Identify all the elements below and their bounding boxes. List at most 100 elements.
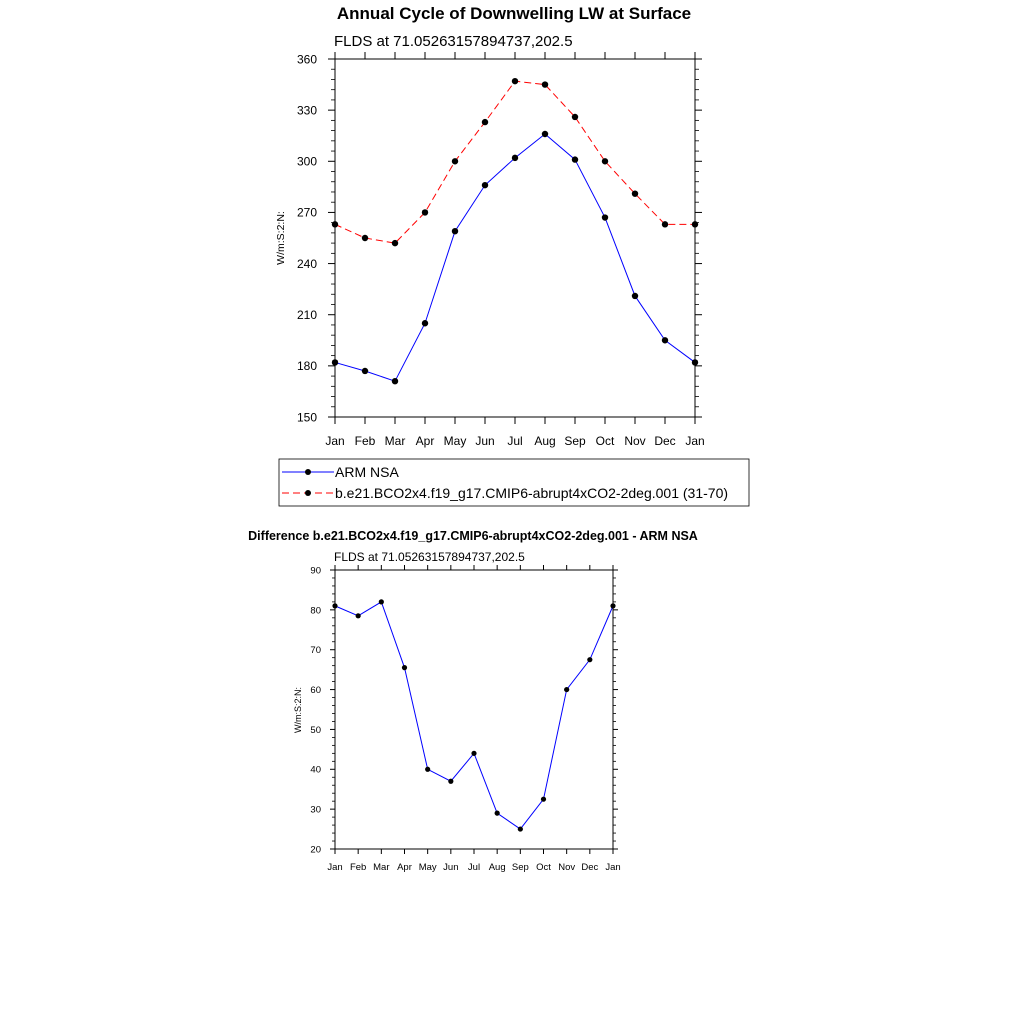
x-tick-label: Jan — [327, 862, 342, 873]
chart1-plot-frame — [334, 58, 696, 418]
series-1-point — [601, 158, 609, 165]
x-tick-label: Apr — [416, 434, 435, 448]
series-line-0 — [334, 601, 614, 830]
y-tick-label: 330 — [297, 103, 317, 117]
y-tick-label: 180 — [297, 359, 317, 373]
series-0-point — [451, 227, 459, 235]
x-tick-label: Dec — [654, 434, 675, 448]
y-tick-label: 270 — [297, 206, 317, 220]
series-0-point — [564, 686, 570, 693]
x-tick-label: Jun — [443, 862, 458, 873]
annual-cycle-chart: Annual Cycle of Downwelling LW at Surfac… — [275, 4, 705, 448]
series-0-point — [494, 810, 500, 816]
y-tick-label: 210 — [297, 308, 317, 322]
x-tick-label: Sep — [512, 862, 529, 873]
x-tick-label: Jun — [475, 434, 494, 448]
series-0-point — [331, 359, 339, 366]
y-tick-label: 20 — [310, 844, 321, 855]
x-tick-label: Jan — [325, 434, 344, 448]
chart1-ylabel: W/m:S:2:N: — [275, 211, 287, 265]
series-1-point — [661, 221, 669, 228]
series-0-point — [540, 796, 547, 802]
series-0-point — [471, 750, 477, 756]
y-tick-label: 70 — [310, 645, 321, 656]
y-tick-label: 50 — [310, 725, 321, 736]
difference-chart: Difference b.e21.BCO2x4.f19_g17.CMIP6-ab… — [248, 529, 698, 873]
y-tick-label: 40 — [310, 765, 321, 776]
series-line-1 — [334, 80, 695, 244]
x-tick-label: Sep — [564, 434, 586, 448]
series-0-point — [391, 378, 399, 385]
x-tick-label: Aug — [489, 862, 506, 873]
x-tick-label: Aug — [534, 434, 555, 448]
x-tick-label: Mar — [373, 862, 389, 873]
x-tick-label: Feb — [350, 862, 366, 873]
series-1-point — [691, 221, 699, 228]
series-0-point — [421, 320, 429, 327]
series-0-point — [610, 603, 616, 609]
y-tick-label: 360 — [297, 52, 317, 66]
series-0-point — [571, 156, 579, 163]
y-tick-label: 80 — [310, 605, 321, 616]
y-tick-label: 60 — [310, 685, 321, 696]
series-1-point — [481, 118, 489, 126]
series-0-point — [361, 367, 369, 375]
x-tick-label: Nov — [624, 434, 645, 448]
x-tick-label: Dec — [581, 862, 598, 873]
y-tick-label: 90 — [310, 565, 321, 576]
chart2-title: Difference b.e21.BCO2x4.f19_g17.CMIP6-ab… — [248, 529, 698, 543]
chart2-plot-frame — [334, 569, 614, 850]
x-tick-label: Apr — [397, 862, 412, 873]
x-tick-label: Nov — [558, 862, 575, 873]
x-tick-label: Oct — [536, 862, 551, 873]
y-tick-label: 240 — [297, 257, 317, 271]
series-1-point — [421, 209, 429, 216]
series-1-point — [631, 190, 639, 197]
series-0-point — [587, 657, 593, 663]
legend-model-label: b.e21.BCO2x4.f19_g17.CMIP6-abrupt4xCO2-2… — [335, 485, 728, 501]
x-tick-label: Mar — [385, 434, 406, 448]
x-tick-label: Jul — [507, 434, 522, 448]
series-0-point — [631, 292, 639, 300]
series-1-point — [511, 77, 519, 85]
x-tick-label: May — [444, 434, 467, 448]
series-0-point — [661, 337, 669, 344]
series-0-point — [541, 130, 549, 138]
series-1-point — [541, 81, 549, 88]
series-0-point — [517, 826, 523, 832]
series-0-point — [448, 778, 454, 784]
series-1-point — [331, 221, 339, 228]
series-line-0 — [334, 133, 696, 382]
series-0-point — [481, 181, 489, 189]
series-1-point — [391, 239, 399, 247]
series-1-point — [451, 158, 459, 165]
series-0-point — [332, 603, 338, 609]
legend-frame — [278, 458, 750, 507]
y-tick-label: 150 — [297, 410, 317, 424]
series-0-point — [511, 154, 519, 162]
series-1-point — [361, 234, 369, 242]
legend-model-marker — [305, 490, 311, 496]
x-tick-label: Oct — [596, 434, 615, 448]
y-tick-label: 300 — [297, 155, 317, 169]
series-0-point — [601, 214, 609, 221]
legend-arm-label: ARM NSA — [335, 464, 399, 480]
chart1-legend: ARM NSA b.e21.BCO2x4.f19_g17.CMIP6-abrup… — [278, 458, 750, 507]
y-tick-label: 30 — [310, 805, 321, 816]
series-0-point — [425, 766, 431, 772]
chart2-ylabel: W/m:S:2:N: — [293, 687, 303, 733]
chart1-title: Annual Cycle of Downwelling LW at Surfac… — [337, 4, 691, 23]
series-1-point — [571, 113, 579, 121]
series-0-point — [355, 613, 361, 619]
x-tick-label: Jan — [685, 434, 704, 448]
series-0-point — [378, 599, 384, 605]
chart1-subtitle: FLDS at 71.05263157894737,202.5 — [334, 33, 573, 50]
legend-arm-marker — [305, 469, 311, 475]
series-0-point — [401, 665, 408, 671]
x-tick-label: Feb — [355, 434, 376, 448]
x-tick-label: May — [419, 862, 437, 873]
chart2-subtitle: FLDS at 71.05263157894737,202.5 — [334, 550, 525, 564]
x-tick-label: Jan — [605, 862, 620, 873]
x-tick-label: Jul — [468, 862, 480, 873]
